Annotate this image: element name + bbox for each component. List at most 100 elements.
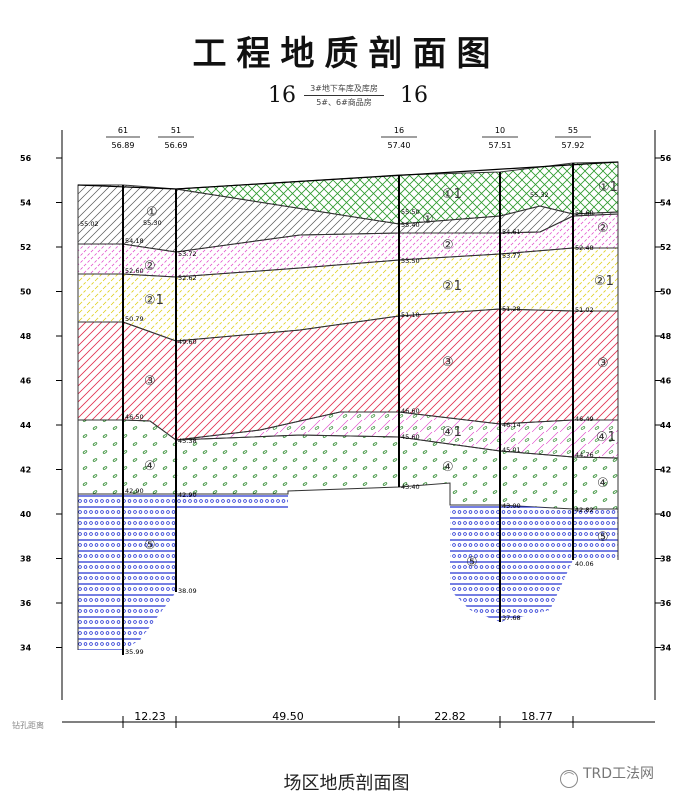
contact-label: 46.49 [575, 415, 594, 423]
distance-value: 49.50 [272, 710, 304, 723]
figure-caption: 场区地质剖面图 [283, 773, 410, 794]
borehole-surface-elevation: 56.89 [112, 141, 135, 150]
borehole-id: 51 [171, 126, 181, 135]
elevation-tick-label: 54 [660, 199, 672, 208]
layer-label: ② [442, 238, 454, 253]
elevation-tick-label: 44 [20, 421, 32, 430]
elevation-tick-label: 50 [20, 288, 32, 297]
layer-label: ⑤ [597, 530, 609, 545]
contact-label: 45.01 [502, 446, 521, 454]
contact-label: 45.60 [401, 433, 420, 441]
contact-label: 52.48 [575, 244, 594, 252]
borehole-id: 61 [118, 126, 128, 135]
contact-label: 46.50 [125, 413, 144, 421]
contact-label: 55.02 [80, 220, 99, 228]
layer-label: ⑤ [144, 538, 156, 553]
contact-label: 46.14 [502, 421, 521, 429]
distance-row-label: 钻孔距离 [12, 720, 44, 730]
layer-label: ③ [144, 374, 156, 389]
contact-label: 54.60 [575, 209, 594, 217]
elevation-labels-left: 56 54 52 50 48 46 44 42 40 38 36 34 [20, 154, 62, 653]
contact-label: 38.09 [178, 587, 197, 595]
layer-label: ④ [442, 460, 454, 475]
layer-label: ③ [597, 356, 609, 371]
elevation-tick-label: 36 [20, 599, 32, 608]
layer-label: ① [146, 205, 158, 220]
contact-label: 37.68 [502, 614, 521, 622]
elevation-tick-label: 52 [660, 243, 671, 252]
section-id-right: 16 [400, 83, 428, 108]
contact-label: 53.50 [401, 257, 420, 265]
contact-label: 52.60 [125, 267, 144, 275]
contact-label: 49.60 [178, 338, 197, 346]
borehole-id: 10 [495, 126, 505, 135]
elevation-tick-label: 44 [660, 421, 672, 430]
layer-label: ②1 [442, 279, 462, 294]
contact-label: 40.06 [575, 560, 594, 568]
contact-label: 54.18 [125, 237, 144, 245]
layer-label: ⑤ [466, 555, 478, 570]
section-upper-text: 3#地下车库及库房 [310, 84, 378, 93]
layer-label: ②1 [594, 274, 614, 289]
elevation-tick-label: 56 [20, 154, 32, 163]
elevation-tick-label: 40 [660, 510, 672, 519]
elevation-tick-label: 48 [660, 332, 672, 341]
borehole-surface-elevation: 56.69 [165, 141, 188, 150]
contact-label: 52.62 [178, 274, 197, 282]
layer-label: ② [144, 259, 156, 274]
borehole-16: 16 57.40 [381, 126, 417, 487]
borehole-10: 10 57.51 [482, 126, 518, 622]
section-lower-text: 5#、6#商品房 [316, 98, 372, 107]
layer-label: ④1 [442, 425, 462, 440]
distance-value: 22.82 [434, 710, 466, 723]
contact-label: 53.77 [502, 252, 521, 260]
section-description: 3#地下车库及库房 5#、6#商品房 [304, 83, 384, 108]
contact-label: 51.10 [401, 311, 420, 319]
layer-label: ④ [144, 459, 156, 474]
layer-fill-soil-5 [78, 494, 288, 650]
contact-label: 43.40 [401, 483, 420, 491]
contact-elevation-labels: 55.02 54.18 52.60 50.79 46.50 42.90 35.9… [80, 191, 594, 656]
contact-label: 42.90 [178, 491, 197, 499]
contact-label: 55.50 [401, 208, 420, 216]
strata [77, 161, 619, 650]
elevation-tick-label: 56 [660, 154, 672, 163]
contact-label: 53.72 [178, 250, 197, 258]
contact-label: 42.82 [575, 506, 594, 514]
borehole-55: 55 57.92 [555, 126, 591, 560]
section-id-left: 16 [268, 83, 296, 108]
borehole-id: 16 [394, 126, 404, 135]
chat-icon: ⌒ [560, 770, 578, 788]
figure-title: 工程地质剖面图 [192, 34, 501, 74]
layer-fill-soil-5-right [450, 505, 618, 622]
contact-label: 55.40 [401, 221, 420, 229]
elevation-labels-right: 56 54 52 50 48 46 44 42 40 38 36 34 [655, 154, 672, 653]
watermark-text: TRD工法网 [583, 766, 655, 782]
layer-label: ②1 [144, 293, 164, 308]
elevation-tick-label: 42 [660, 466, 671, 475]
contact-label: 46.60 [401, 407, 420, 415]
contact-label: 54.61 [502, 228, 521, 236]
elevation-tick-label: 34 [660, 644, 672, 653]
watermark: ⌒ TRD工法网 [560, 763, 654, 788]
layer-labels: ① ② ②1 ③ ④ ⑤ ①1 ① ② ②1 ③ ④1 ④ ⑤ ①1 ② ②1 … [144, 180, 618, 570]
elevation-tick-label: 48 [20, 332, 32, 341]
elevation-tick-label: 42 [20, 466, 31, 475]
layer-label: ①1 [442, 187, 462, 202]
elevation-tick-label: 40 [20, 510, 32, 519]
layer-label: ①1 [598, 180, 618, 195]
layer-label: ① [422, 212, 434, 227]
distance-value: 12.23 [134, 710, 166, 723]
contact-label: 55.32 [530, 191, 549, 199]
borehole-surface-elevation: 57.92 [562, 141, 585, 150]
elevation-tick-label: 54 [20, 199, 32, 208]
borehole-id: 55 [568, 126, 578, 135]
contact-label: 51.28 [502, 305, 521, 313]
elevation-tick-label: 36 [660, 599, 672, 608]
elevation-tick-label: 38 [660, 555, 672, 564]
elevation-tick-label: 50 [660, 288, 672, 297]
contact-label: 51.02 [575, 306, 594, 314]
contact-label: 42.90 [125, 487, 144, 495]
elevation-tick-label: 46 [20, 377, 32, 386]
